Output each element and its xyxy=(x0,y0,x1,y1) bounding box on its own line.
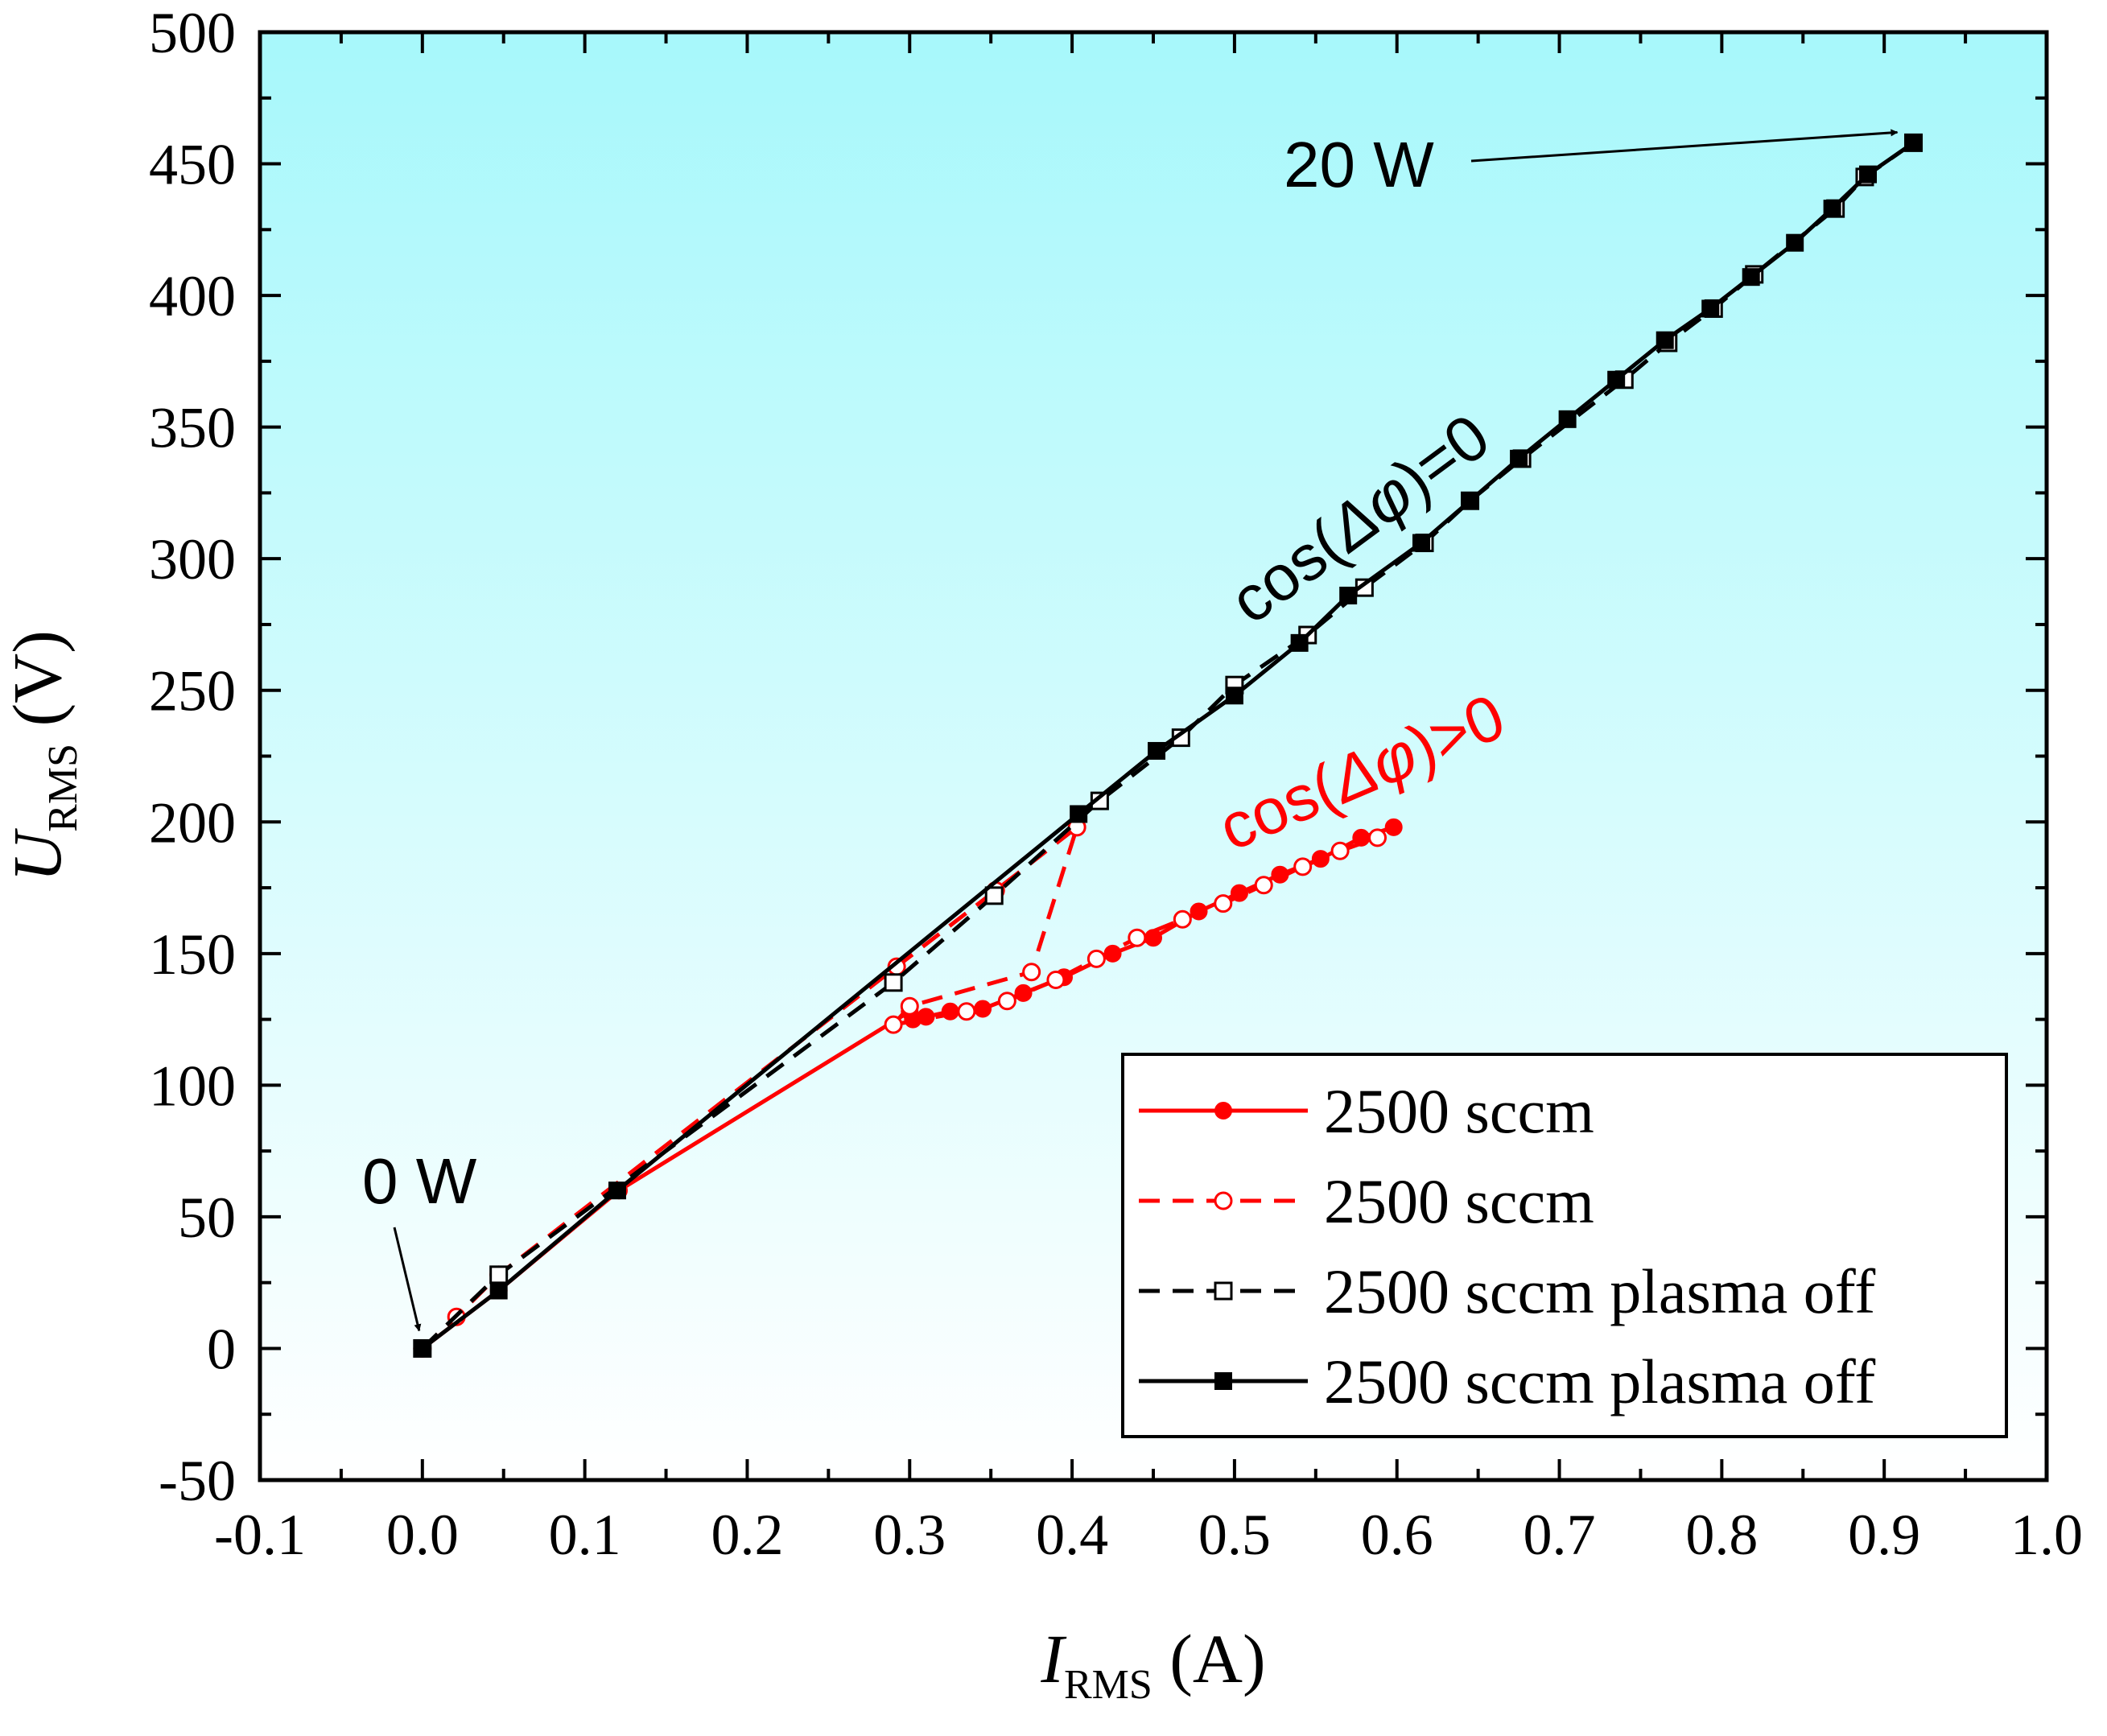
x-tick-label: -0.1 xyxy=(214,1503,306,1567)
data-point xyxy=(608,1181,626,1200)
data-point xyxy=(1225,687,1243,705)
legend-marker xyxy=(1214,1102,1232,1120)
legend-marker xyxy=(1214,1372,1232,1390)
legend-label: 2500 sccm plasma off xyxy=(1324,1256,1875,1326)
data-point xyxy=(1656,331,1674,349)
y-tick-label: 150 xyxy=(149,922,236,987)
tick-layer: -0.1 0.0 0.1 0.2 0.3 0.4 0.5 0.6 0.7 0.8 0.9 1.0 -50… xyxy=(149,1,2083,1567)
data-point xyxy=(1173,909,1192,929)
data-point xyxy=(1014,983,1033,1002)
y-tick-label: 200 xyxy=(149,790,236,855)
y-tick-label: 300 xyxy=(149,527,236,592)
data-point xyxy=(1086,949,1106,968)
y-axis-subscript: RMS xyxy=(40,744,86,832)
y-axis-unit: (V) xyxy=(0,630,76,744)
y-tick-label: 350 xyxy=(149,396,236,460)
twenty-w-label: 20 W xyxy=(1284,129,1434,200)
data-point xyxy=(1128,928,1147,947)
data-point xyxy=(1330,841,1350,860)
data-point xyxy=(1701,299,1720,318)
data-point xyxy=(489,1265,509,1284)
x-tick-label: 0.5 xyxy=(1198,1503,1271,1567)
data-point xyxy=(1904,134,1923,152)
series-group xyxy=(413,134,1923,1358)
data-point xyxy=(884,1015,903,1034)
data-point xyxy=(1293,857,1313,876)
data-point xyxy=(997,992,1016,1011)
data-point xyxy=(1022,963,1041,982)
data-point xyxy=(1214,894,1233,913)
zero-w-label: 0 W xyxy=(362,1145,477,1217)
x-axis-subscript: RMS xyxy=(1064,1662,1152,1708)
data-point xyxy=(1786,233,1804,252)
x-axis-unit: (A) xyxy=(1152,1620,1266,1697)
y-tick-label: 500 xyxy=(149,1,236,65)
data-point xyxy=(1144,929,1162,947)
legend-marker xyxy=(1214,1281,1233,1301)
y-tick-label: 450 xyxy=(149,133,236,197)
data-point xyxy=(1558,410,1577,428)
data-point xyxy=(1412,534,1430,552)
x-tick-label: 0.4 xyxy=(1036,1503,1108,1567)
y-tick-label: 0 xyxy=(207,1317,236,1381)
data-point xyxy=(489,1281,508,1300)
x-tick-label: 0.0 xyxy=(386,1503,459,1567)
data-point xyxy=(884,973,903,992)
x-tick-label: 0.2 xyxy=(711,1503,783,1567)
data-point xyxy=(1046,971,1066,990)
y-tick-label: 400 xyxy=(149,264,236,328)
data-point xyxy=(1290,633,1309,652)
data-point xyxy=(1823,200,1841,218)
x-tick-label: 1.0 xyxy=(2010,1503,2083,1567)
series-layer xyxy=(413,133,1924,1358)
twenty-w-arrow xyxy=(1470,129,1899,163)
data-point xyxy=(957,1002,976,1021)
x-tick-label: 0.9 xyxy=(1848,1503,1920,1567)
legend-marker xyxy=(1214,1191,1233,1210)
x-tick-label: 0.8 xyxy=(1685,1503,1758,1567)
y-tick-label: 250 xyxy=(149,659,236,724)
x-axis-label: IRMS (A) xyxy=(1040,1620,1265,1708)
legend: 2500 sccm 2500 sccm 2500 sccm plasma off 25… xyxy=(1121,1053,2008,1438)
y-tick-label: 50 xyxy=(178,1186,236,1250)
x-tick-label: 0.7 xyxy=(1524,1503,1596,1567)
data-point xyxy=(1368,828,1387,847)
zero-w-arrow xyxy=(393,1227,422,1332)
x-tick-label: 0.1 xyxy=(549,1503,621,1567)
x-tick-label: 0.6 xyxy=(1361,1503,1433,1567)
data-point xyxy=(1148,741,1166,760)
legend-label: 2500 sccm xyxy=(1324,1166,1594,1236)
data-point xyxy=(900,996,919,1016)
y-axis-label: URMS (V) xyxy=(0,630,86,882)
x-axis-symbol: I xyxy=(1040,1620,1066,1697)
data-point xyxy=(1742,268,1760,287)
legend-label: 2500 sccm plasma off xyxy=(1324,1346,1875,1416)
legend-label: 2500 sccm xyxy=(1324,1076,1594,1146)
y-tick-label: -50 xyxy=(159,1449,236,1513)
data-point xyxy=(917,1008,935,1026)
data-point xyxy=(1859,165,1877,183)
data-point xyxy=(1070,805,1088,823)
data-point xyxy=(984,886,1004,905)
data-point xyxy=(1384,818,1403,836)
data-point xyxy=(1254,876,1273,895)
data-point xyxy=(1607,370,1626,389)
data-point xyxy=(413,1339,431,1358)
y-tick-label: 100 xyxy=(149,1054,236,1118)
annotation-layer: 0 W 20 W xyxy=(362,129,1899,1332)
legend-box xyxy=(1121,1053,2008,1438)
data-point xyxy=(1339,586,1358,604)
x-tick-label: 0.3 xyxy=(873,1503,946,1567)
data-point xyxy=(1461,492,1479,510)
y-axis-symbol: U xyxy=(0,828,76,882)
data-point xyxy=(1510,449,1528,468)
